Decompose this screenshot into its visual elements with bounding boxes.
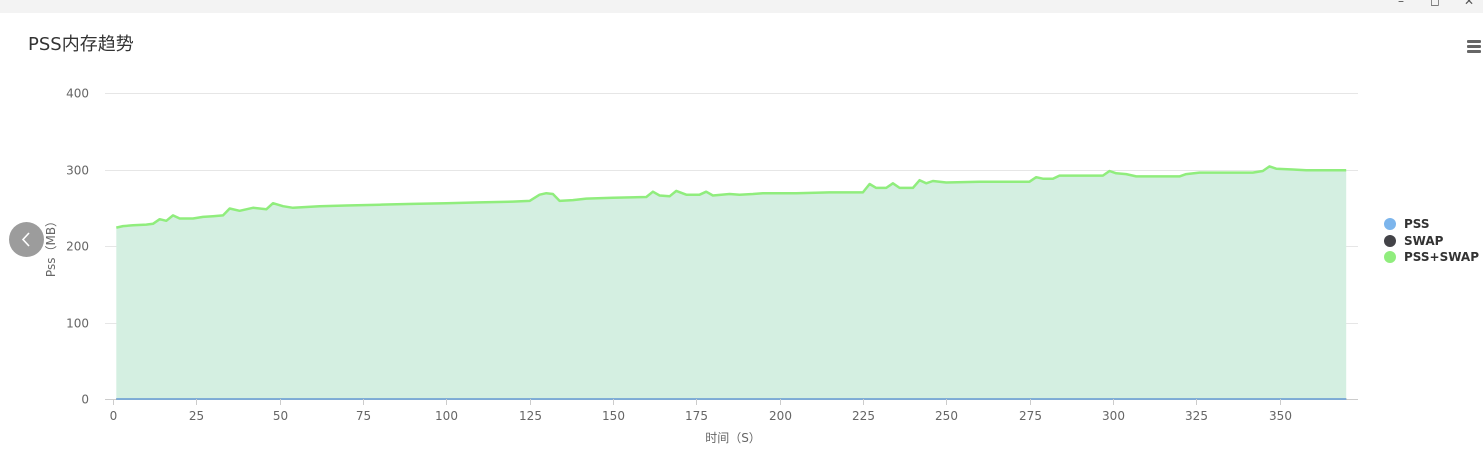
minimize-icon[interactable]: – — [1398, 0, 1404, 8]
y-axis: 0 100 200 300 400 — [66, 87, 89, 407]
legend-label: PSS — [1404, 217, 1430, 231]
x-tick-label: 50 — [273, 409, 288, 423]
y-tick-label: 300 — [66, 164, 89, 178]
y-axis-label: Pss（MB） — [44, 215, 58, 277]
x-tick-label: 150 — [602, 409, 625, 423]
chevron-left-icon — [21, 232, 30, 247]
y-tick-label: 0 — [81, 393, 89, 407]
x-tick-label: 350 — [1269, 409, 1292, 423]
y-tick-label: 200 — [66, 240, 89, 254]
legend-marker — [1384, 251, 1396, 263]
legend-label: PSS+SWAP — [1404, 250, 1480, 264]
hamburger-menu-icon[interactable] — [1467, 40, 1483, 54]
x-axis-label: 时间（S） — [705, 431, 761, 445]
legend-marker — [1384, 234, 1396, 247]
window-title-bar: – ◻ ✕ — [0, 0, 1483, 13]
x-tick-label: 325 — [1185, 409, 1208, 423]
series-lines — [116, 165, 1347, 400]
chart-title: PSS内存趋势 — [28, 34, 134, 55]
x-tick-label: 25 — [189, 409, 204, 423]
x-tick-label: 100 — [435, 409, 458, 423]
x-tick-label: 125 — [519, 409, 542, 423]
x-tick-label: 200 — [769, 409, 792, 423]
pss-swap-series-line — [116, 165, 1347, 229]
chart-legend: PSS SWAP PSS+SWAP — [1383, 216, 1479, 266]
x-tick-label: 75 — [356, 409, 371, 423]
back-nav-button[interactable] — [9, 222, 44, 257]
legend-marker — [1384, 218, 1396, 230]
x-tick-label: 275 — [1019, 409, 1042, 423]
legend-item[interactable]: PSS — [1383, 216, 1479, 233]
x-tick-label: 225 — [852, 409, 875, 423]
x-tick-label: 0 — [110, 409, 118, 423]
y-tick-label: 100 — [66, 317, 89, 331]
y-tick-label: 400 — [66, 87, 89, 101]
x-tick-label: 175 — [685, 409, 708, 423]
close-icon[interactable]: ✕ — [1464, 0, 1475, 8]
legend-label: SWAP — [1404, 233, 1444, 248]
x-tick-label: 300 — [1102, 409, 1125, 423]
x-axis: 0 25 50 75 100 125 150 175 200 225 250 275 300 325 350 — [110, 399, 1292, 423]
legend-item[interactable]: PSS+SWAP — [1383, 249, 1479, 266]
x-tick-label: 250 — [935, 409, 958, 423]
pss-swap-area-fill — [116, 166, 1347, 399]
legend-item[interactable]: SWAP — [1383, 233, 1479, 250]
maximize-icon[interactable]: ◻ — [1430, 0, 1440, 8]
